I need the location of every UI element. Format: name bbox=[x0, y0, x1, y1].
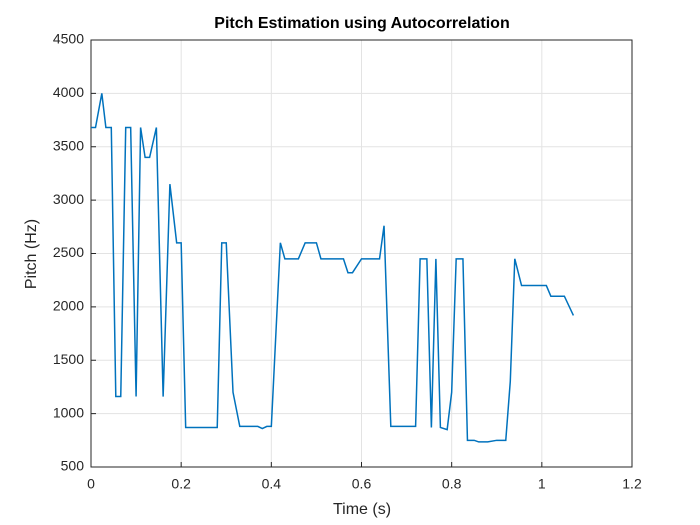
data-line bbox=[91, 93, 575, 443]
x-tick-label: 0.4 bbox=[262, 476, 282, 492]
y-tick-label: 2500 bbox=[53, 244, 84, 260]
chart-title: Pitch Estimation using Autocorrelation bbox=[214, 15, 509, 32]
plot-frame bbox=[90, 39, 633, 468]
x-tick-label: 0.8 bbox=[442, 476, 462, 492]
x-tick-label: 0 bbox=[87, 476, 95, 492]
x-tick-label: 1 bbox=[538, 476, 546, 492]
y-tick-label: 3000 bbox=[53, 191, 84, 207]
x-tick-label: 0.6 bbox=[352, 476, 372, 492]
y-tick-label: 1500 bbox=[53, 351, 84, 367]
y-axis-label: Pitch (Hz) bbox=[23, 219, 40, 289]
y-tick-label: 2000 bbox=[53, 298, 84, 314]
x-tick-label: 0.2 bbox=[171, 476, 191, 492]
y-tick-label: 4500 bbox=[53, 31, 84, 47]
y-tick-label: 3500 bbox=[53, 137, 84, 153]
x-tick-label: 1.2 bbox=[622, 476, 642, 492]
y-tick-label: 4000 bbox=[53, 84, 84, 100]
x-axis-label: Time (s) bbox=[333, 501, 391, 518]
y-tick-label: 1000 bbox=[53, 404, 84, 420]
y-tick-label: 500 bbox=[61, 458, 85, 474]
